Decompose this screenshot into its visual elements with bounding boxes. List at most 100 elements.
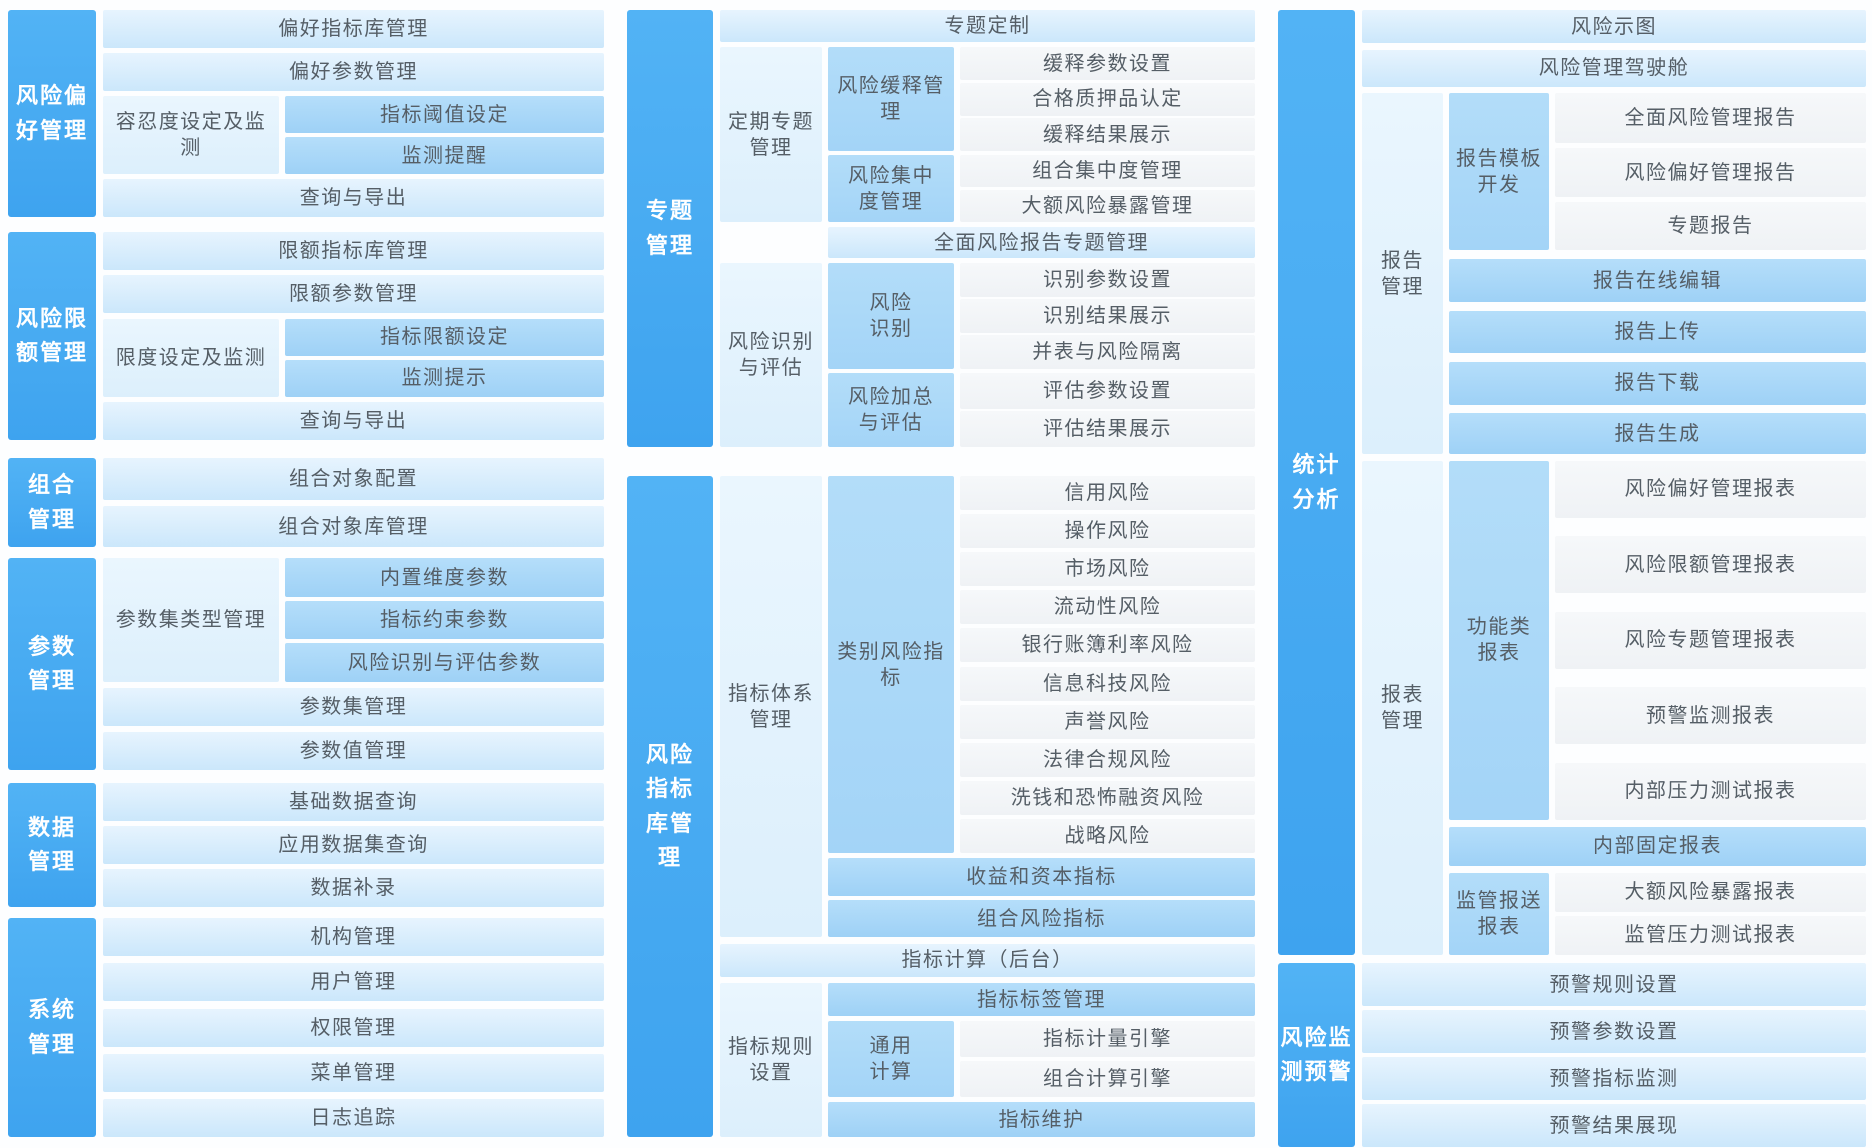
risk-concentration-mgmt: 风险集中 度管理 组合集中度管理 大额风险暴露管理 bbox=[828, 155, 1255, 222]
statistical-analysis-content: 风险示图 风险管理驾驶舱 报告 管理 报告模板 开发 全面风险管理报告 风险偏好管理报告专… bbox=[1362, 10, 1866, 955]
general-calculation-label: 通用 计算 bbox=[828, 1021, 954, 1097]
alert-rule-setting: 预警规则设置 bbox=[1362, 963, 1866, 1006]
banking-book-interest-rate-risk: 银行账簿利率风险 bbox=[960, 628, 1255, 663]
operational-risk: 操作风险 bbox=[960, 514, 1255, 549]
report-form-mgmt: 报表 管理 功能类 报表 风险偏好管理报表 风险限额管理报表 风险专题管理报表 预警监测报… bbox=[1362, 460, 1866, 955]
risk-preference-mgmt-content: 偏好指标库管理 偏好参数管理 容忍度设定及监 测指标阈值设定 监测提醒 查询与导出 bbox=[103, 10, 604, 217]
indicator-system-mgmt-label: 指标体系 管理 bbox=[720, 476, 822, 937]
right-column: 统计 分析 风险示图 风险管理驾驶舱 报告 管理 报告模板 开发 全面风险管理报告 风险偏好… bbox=[1278, 0, 1866, 1148]
permission-mgmt: 权限管理 bbox=[103, 1008, 604, 1047]
periodic-topic-mgmt: 定期专题 管理 风险缓释管 理缓释参数设置 合格质押品认定 缓释结果展示 风险集中 度管… bbox=[720, 47, 1255, 222]
organization-mgmt: 机构管理 bbox=[103, 918, 604, 956]
identification-parameter-setting: 识别参数设置 bbox=[960, 263, 1255, 297]
topic-mgmt: 专题 管理 专题定制定期专题 管理 风险缓释管 理缓释参数设置 合格质押品认定 缓释结果… bbox=[627, 10, 1255, 447]
report-online-editing: 报告在线编辑 bbox=[1449, 259, 1866, 303]
income-and-capital-indicators: 收益和资本指标 bbox=[828, 857, 1255, 896]
regulatory-submission-report-forms-children: 大额风险暴露报表 监管压力测试报表 bbox=[1555, 872, 1866, 955]
general-calculation-children: 指标计量引擎 组合计算引擎 bbox=[960, 1021, 1255, 1097]
risk-topic-mgmt-report-form: 风险专题管理报表 bbox=[1555, 611, 1866, 669]
system-mgmt-sidebar: 系统 管理 bbox=[8, 918, 96, 1137]
topic-customization: 专题定制 bbox=[720, 10, 1255, 42]
risk-diagram: 风险示图 bbox=[1362, 10, 1866, 43]
parameter-mgmt-content: 参数集类型管理 内置维度参数 指标约束参数 风险识别与评估参数 参数集管理 参数值管理 bbox=[103, 558, 604, 770]
preference-query-and-export: 查询与导出 bbox=[103, 179, 604, 217]
qualified-collateral-recognition: 合格质押品认定 bbox=[960, 82, 1255, 116]
portfolio-object-library-mgmt: 组合对象库管理 bbox=[103, 506, 604, 547]
comprehensive-risk-mgmt-report: 全面风险管理报告 bbox=[1555, 93, 1866, 144]
market-risk: 市场风险 bbox=[960, 552, 1255, 587]
parameter-mgmt: 参数 管理 参数集类型管理 内置维度参数 指标约束参数 风险识别与评估参数 参数集管理 参数… bbox=[8, 558, 604, 770]
parameter-set-type-mgmt-children: 内置维度参数 指标约束参数 风险识别与评估参数 bbox=[285, 558, 604, 682]
risk-monitoring-and-alert: 风险监 测预警 预警规则设置 预警参数设置 预警指标监测 预警结果展现 bbox=[1278, 963, 1866, 1147]
portfolio-object-config: 组合对象配置 bbox=[103, 458, 604, 500]
report-template-development-children: 全面风险管理报告 风险偏好管理报告 专题报告 bbox=[1555, 93, 1866, 251]
category-risk-indicators: 类别风险指 标信用风险 操作风险 市场风险 流动性风险 银行账簿利率风险 信息科技风险 声誉… bbox=[828, 476, 1255, 853]
report-download: 报告下载 bbox=[1449, 361, 1866, 405]
large-risk-exposure-mgmt: 大额风险暴露管理 bbox=[960, 190, 1255, 222]
portfolio-mgmt-content: 组合对象配置 组合对象库管理 bbox=[103, 458, 604, 547]
risk-mitigation-mgmt-label: 风险缓释管 理 bbox=[828, 47, 954, 151]
monitoring-reminder: 监测提醒 bbox=[285, 137, 604, 174]
application-dataset-query: 应用数据集查询 bbox=[103, 826, 604, 864]
report-upload: 报告上传 bbox=[1449, 310, 1866, 353]
indicator-maintenance: 指标维护 bbox=[828, 1102, 1255, 1137]
report-template-development: 报告模板 开发 全面风险管理报告 风险偏好管理报告 专题报告 bbox=[1449, 93, 1866, 251]
portfolio-mgmt: 组合 管理 组合对象配置 组合对象库管理 bbox=[8, 458, 604, 547]
mitigation-parameter-setting: 缓释参数设置 bbox=[960, 47, 1255, 80]
category-risk-indicators-label: 类别风险指 标 bbox=[828, 476, 954, 853]
alert-parameter-setting: 预警参数设置 bbox=[1362, 1010, 1866, 1053]
credit-risk: 信用风险 bbox=[960, 476, 1255, 510]
parameter-set-mgmt: 参数集管理 bbox=[103, 688, 604, 726]
risk-concentration-mgmt-children: 组合集中度管理 大额风险暴露管理 bbox=[960, 155, 1255, 222]
regulatory-stress-test-report-form: 监管压力测试报表 bbox=[1555, 915, 1866, 955]
risk-monitoring-and-alert-sidebar: 风险监 测预警 bbox=[1278, 963, 1355, 1147]
indicator-rule-setting-children: 指标标签管理 通用 计算 指标计量引擎 组合计算引擎 指标维护 bbox=[828, 983, 1255, 1137]
data-supplement-entry: 数据补录 bbox=[103, 869, 604, 907]
legal-compliance-risk: 法律合规风险 bbox=[960, 742, 1255, 777]
large-risk-exposure-report-form: 大额风险暴露报表 bbox=[1555, 872, 1866, 912]
limit-query-and-export: 查询与导出 bbox=[103, 401, 604, 440]
category-risk-indicators-children: 信用风险 操作风险 市场风险 流动性风险 银行账簿利率风险 信息科技风险 声誉风险 法律合规风… bbox=[960, 476, 1255, 853]
system-mgmt: 系统 管理 机构管理用户管理权限管理菜单管理日志追踪 bbox=[8, 918, 604, 1137]
alert-monitoring-report-form: 预警监测报表 bbox=[1555, 687, 1866, 745]
report-generation: 报告生成 bbox=[1449, 413, 1866, 455]
parameter-mgmt-sidebar: 参数 管理 bbox=[8, 558, 96, 770]
indicator-rule-setting: 指标规则 设置 指标标签管理 通用 计算 指标计量引擎 组合计算引擎 指标维护 bbox=[720, 983, 1255, 1137]
user-mgmt: 用户管理 bbox=[103, 963, 604, 1002]
periodic-topic-mgmt-children: 风险缓释管 理缓释参数设置 合格质押品认定 缓释结果展示 风险集中 度管理 组合集中度管… bbox=[828, 47, 1255, 222]
regulatory-submission-report-forms: 监管报送 报表 大额风险暴露报表 监管压力测试报表 bbox=[1449, 872, 1866, 955]
risk-aggregation-and-evaluation: 风险加总 与评估 评估参数设置 评估结果展示 bbox=[828, 373, 1255, 447]
parameter-set-type-mgmt: 参数集类型管理 内置维度参数 指标约束参数 风险识别与评估参数 bbox=[103, 558, 604, 682]
risk-indicator-library-mgmt-sidebar: 风险 指标 库管 理 bbox=[627, 476, 713, 1137]
indicator-limit-setting: 指标限额设定 bbox=[285, 318, 604, 356]
limit-setting-and-monitoring-label: 限度设定及监测 bbox=[103, 318, 279, 397]
report-mgmt-children: 报告模板 开发 全面风险管理报告 风险偏好管理报告 专题报告报告在线编辑 报告上传报告下… bbox=[1449, 93, 1866, 455]
limit-setting-and-monitoring-children: 指标限额设定 监测提示 bbox=[285, 318, 604, 397]
topic-mgmt-sidebar: 专题 管理 bbox=[627, 10, 713, 447]
liquidity-risk: 流动性风险 bbox=[960, 590, 1255, 625]
indicator-constraint-parameters: 指标约束参数 bbox=[285, 601, 604, 639]
monitoring-alert: 监测提示 bbox=[285, 359, 604, 397]
data-mgmt-sidebar: 数据 管理 bbox=[8, 783, 96, 907]
report-form-mgmt-children: 功能类 报表 风险偏好管理报表 风险限额管理报表 风险专题管理报表 预警监测报表 内部压力… bbox=[1449, 460, 1866, 955]
risk-preference-mgmt-report: 风险偏好管理报告 bbox=[1555, 148, 1866, 198]
identification-result-display: 识别结果展示 bbox=[960, 299, 1255, 333]
limit-indicator-library-mgmt: 限额指标库管理 bbox=[103, 232, 604, 270]
money-laundering-terrorist-financing-risk: 洗钱和恐怖融资风险 bbox=[960, 780, 1255, 815]
risk-monitoring-and-alert-content: 预警规则设置 预警参数设置 预警指标监测 预警结果展现 bbox=[1362, 963, 1866, 1147]
alert-result-display: 预警结果展现 bbox=[1362, 1104, 1866, 1147]
portfolio-risk-indicators: 组合风险指标 bbox=[828, 900, 1255, 937]
indicator-system-mgmt-children: 类别风险指 标信用风险 操作风险 市场风险 流动性风险 银行账簿利率风险 信息科技风险 声誉… bbox=[828, 476, 1255, 937]
risk-concentration-mgmt-label: 风险集中 度管理 bbox=[828, 155, 954, 222]
built-in-dimension-parameters: 内置维度参数 bbox=[285, 558, 604, 597]
menu-mgmt: 菜单管理 bbox=[103, 1053, 604, 1092]
risk-preference-mgmt-sidebar: 风险偏 好管理 bbox=[8, 10, 96, 217]
risk-identification-and-evaluation-label: 风险识别 与评估 bbox=[720, 263, 822, 447]
statistical-analysis-sidebar: 统计 分析 bbox=[1278, 10, 1355, 955]
middle-column: 专题 管理 专题定制定期专题 管理 风险缓释管 理缓释参数设置 合格质押品认定 缓释结果… bbox=[627, 0, 1255, 1148]
log-tracking: 日志追踪 bbox=[103, 1099, 604, 1137]
regulatory-submission-report-forms-label: 监管报送 报表 bbox=[1449, 872, 1549, 955]
topic-mgmt-content: 专题定制定期专题 管理 风险缓释管 理缓释参数设置 合格质押品认定 缓释结果展示 风险集… bbox=[720, 10, 1255, 447]
indicator-threshold-setting: 指标阈值设定 bbox=[285, 96, 604, 133]
